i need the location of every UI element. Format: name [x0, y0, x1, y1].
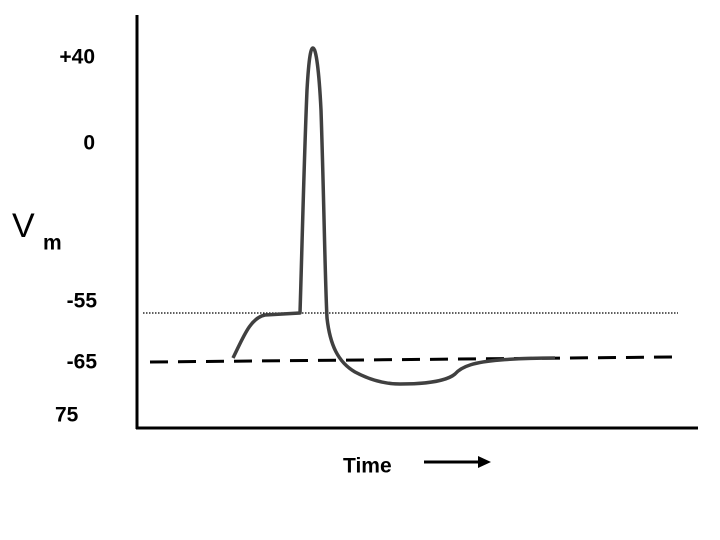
y-label: -65	[67, 351, 98, 374]
y-axis-title: V	[12, 207, 35, 245]
y-axis-title-subscript: m	[43, 232, 62, 255]
y-label: 75	[55, 404, 79, 427]
action-potential-curve	[231, 46, 556, 386]
time-arrow-head	[478, 456, 491, 468]
y-label: 0	[83, 132, 95, 155]
resting-line	[149, 355, 673, 364]
x-axis-title: Time	[343, 455, 392, 478]
y-label: +40	[59, 46, 95, 69]
y-label: -55	[67, 290, 98, 313]
